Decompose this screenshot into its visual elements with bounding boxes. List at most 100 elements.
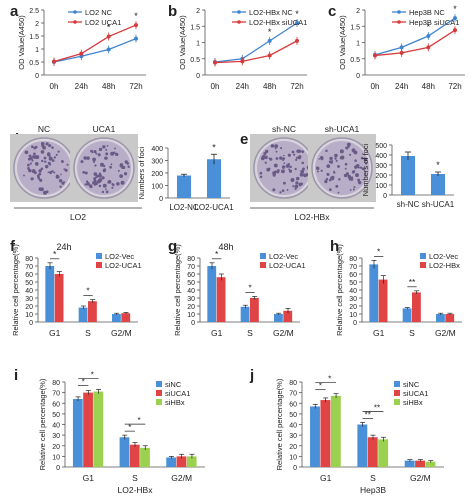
legend-swatch bbox=[420, 262, 426, 268]
legend-swatch bbox=[394, 399, 400, 405]
x-tick-label: G1 bbox=[49, 328, 61, 338]
colony-dot bbox=[333, 171, 336, 174]
colony-dot bbox=[48, 144, 52, 148]
data-point bbox=[267, 53, 272, 58]
legend-label: Hep3B NC bbox=[409, 8, 445, 17]
data-point bbox=[79, 51, 84, 56]
bar bbox=[330, 395, 341, 467]
colony-dot bbox=[273, 163, 278, 168]
colony-dot bbox=[109, 165, 112, 169]
data-point bbox=[106, 47, 111, 52]
x-tick-label: S bbox=[247, 328, 253, 338]
x-tick-label: 24h bbox=[236, 82, 249, 91]
y-axis-label: OD Value(A450) bbox=[338, 15, 347, 70]
colony-dot bbox=[110, 151, 115, 156]
legend-marker bbox=[397, 20, 401, 24]
x-tick-label: G2/M bbox=[171, 473, 192, 483]
colony-dot bbox=[279, 156, 283, 160]
colony-dot bbox=[101, 176, 105, 180]
significance-star: * bbox=[319, 382, 322, 391]
colony-dot bbox=[94, 164, 97, 167]
y-tick-label: 1 bbox=[356, 41, 360, 48]
data-point bbox=[373, 53, 377, 58]
colony-dot bbox=[260, 156, 265, 161]
group-label: LO2 bbox=[70, 212, 86, 222]
y-tick-label: 20 bbox=[25, 304, 33, 311]
y-tick-label: 0.5 bbox=[29, 60, 39, 67]
colony-dot bbox=[97, 153, 101, 157]
bar bbox=[250, 298, 259, 322]
colony-dot bbox=[283, 154, 285, 157]
colony-dot bbox=[43, 156, 47, 160]
colony-dot bbox=[107, 181, 110, 184]
colony-dot bbox=[330, 176, 334, 180]
y-tick-label: 400 bbox=[375, 153, 387, 160]
colony-dot bbox=[337, 165, 340, 168]
colony-dot bbox=[98, 147, 103, 152]
data-point bbox=[295, 38, 299, 43]
colony-dot bbox=[40, 167, 44, 171]
colony-dot bbox=[41, 143, 44, 146]
colony-dot bbox=[102, 145, 106, 149]
y-tick-label: 40 bbox=[52, 423, 60, 430]
colony-dot bbox=[83, 156, 87, 160]
colony-dot bbox=[48, 156, 53, 161]
y-tick-label: 1 bbox=[196, 41, 200, 48]
panel-letter-e: e bbox=[240, 131, 248, 148]
colony-dot bbox=[351, 148, 356, 153]
series-line-b-1 bbox=[214, 40, 298, 64]
colony-dot bbox=[281, 169, 285, 174]
data-point bbox=[213, 60, 217, 65]
colony-dot bbox=[335, 184, 339, 188]
colony-dot bbox=[98, 173, 102, 178]
colony-dot bbox=[57, 150, 60, 153]
legend-label: siUCA1 bbox=[403, 389, 428, 398]
y-tick-label: 30 bbox=[349, 296, 357, 303]
legend-label: LO2-UCA1 bbox=[269, 261, 306, 270]
colony-dot bbox=[294, 184, 299, 189]
colony-dot bbox=[288, 169, 293, 173]
y-tick-label: 30 bbox=[289, 433, 297, 440]
significance-star: * bbox=[107, 23, 111, 33]
legend-marker bbox=[237, 20, 241, 24]
x-tick-label: 0h bbox=[50, 82, 59, 91]
colony-dot bbox=[318, 158, 321, 160]
colony-dot bbox=[354, 159, 357, 162]
y-tick-label: 80 bbox=[25, 256, 33, 263]
colony-dot bbox=[126, 162, 130, 165]
data-point bbox=[240, 59, 245, 64]
colony-dot bbox=[115, 152, 119, 157]
colony-dot bbox=[34, 161, 39, 166]
y-tick-label: 60 bbox=[187, 272, 195, 279]
colony-dot bbox=[90, 149, 93, 153]
y-tick-label: 50 bbox=[25, 280, 33, 287]
foci-dish-e-1 bbox=[308, 134, 376, 202]
colony-dot bbox=[53, 171, 56, 174]
colony-dot bbox=[63, 181, 66, 184]
colony-dot bbox=[66, 163, 69, 166]
colony-dot bbox=[294, 167, 297, 171]
y-tick-label: 0 bbox=[191, 320, 195, 327]
legend-label: LO2-Vec bbox=[105, 252, 134, 261]
x-tick-label: G1 bbox=[83, 473, 95, 483]
bar bbox=[425, 461, 436, 467]
colony-dot bbox=[44, 160, 47, 163]
data-point bbox=[134, 36, 138, 41]
colony-dot bbox=[295, 156, 299, 159]
y-tick-label: 10 bbox=[52, 454, 60, 461]
data-point bbox=[453, 28, 457, 33]
y-tick-label: 30 bbox=[52, 433, 60, 440]
y-tick-label: 40 bbox=[289, 423, 297, 430]
colony-dot bbox=[325, 150, 327, 153]
y-tick-label: 70 bbox=[25, 264, 33, 271]
legend-swatch bbox=[260, 262, 266, 268]
panel-letter-j: j bbox=[249, 367, 254, 384]
colony-dot bbox=[102, 183, 107, 188]
y-axis-label: OD Value(A450) bbox=[178, 15, 187, 70]
bar bbox=[45, 266, 55, 322]
significance-star: ** bbox=[365, 410, 371, 419]
bar bbox=[431, 174, 445, 195]
series-line-b-0 bbox=[214, 22, 298, 63]
colony-dot bbox=[49, 171, 53, 175]
colony-dot bbox=[120, 180, 125, 185]
